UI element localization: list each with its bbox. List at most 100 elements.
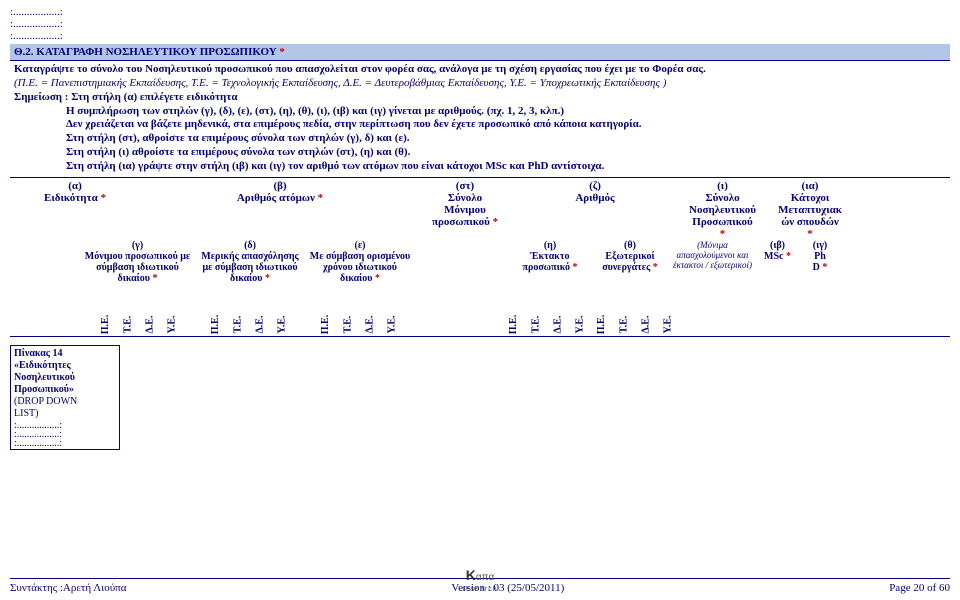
sub-ig-lbl: (ιγ) — [813, 240, 827, 251]
rot-pe-2-t: Π.Ε. — [210, 315, 221, 334]
col-ia: (ια) Κάτοχοι Μεταπτυχιακ ών σπουδών * — [765, 180, 855, 240]
col-ia-t1: Κάτοχοι — [791, 192, 830, 204]
sub-e-txt: Με σύμβαση ορισμένου χρόνου ιδιωτικού δι… — [310, 251, 410, 284]
dropdown-table-box: Πίνακας 14 «Ειδικότητες Νοσηλευτικού Προ… — [10, 345, 120, 450]
rot-de-1-t: Δ.Ε. — [144, 316, 155, 334]
column-headers-row: (α) Ειδικότητα * (β) Αριθμός ατόμων * (σ… — [10, 180, 950, 240]
col-b: (β) Αριθμός ατόμων * — [140, 180, 420, 240]
instr-l1: Καταγράψτε το σύνολο του Νοσηλευτικού πρ… — [14, 63, 946, 77]
instr-l4: Η συμπλήρωση των στηλών (γ), (δ), (ε), (… — [14, 105, 946, 119]
sub-ib-ast: * — [786, 251, 791, 262]
sub-d-ast: * — [265, 273, 270, 284]
sub-ib: (ιβ) MSc * — [755, 240, 800, 284]
sub-e: (ε) Με σύμβαση ορισμένου χρόνου ιδιωτικο… — [305, 240, 415, 284]
tbl-dots3: :.................: — [14, 438, 116, 447]
sub-spacer-left — [10, 240, 80, 284]
col-ia-ast: * — [807, 228, 813, 240]
sub-ig-ast: * — [822, 262, 827, 273]
dots-top: :.................: :.................: … — [10, 6, 950, 42]
footer-right: Page 20 of 60 — [889, 582, 950, 594]
sub-g-ast: * — [152, 273, 157, 284]
dots-2: :.................: — [10, 18, 950, 30]
instructions-block: Καταγράψτε το σύνολο του Νοσηλευτικού πρ… — [10, 60, 950, 178]
sub-note: (Μόνιμα απασχολούμενοι και έκτακτοι / εξ… — [670, 240, 755, 284]
rot-de-3: Δ.Ε. — [359, 319, 381, 330]
rot-pe-5: Π.Ε. — [591, 319, 613, 330]
rot-pe-3-t: Π.Ε. — [320, 315, 331, 334]
sub-spacer-st — [415, 240, 510, 284]
sub-ib-lbl: (ιβ) — [770, 240, 785, 251]
col-a-txt: Ειδικότητα — [44, 192, 100, 204]
col-ia-t3: ών σπουδών — [781, 216, 839, 228]
logo-k: Κ — [466, 567, 476, 583]
sub-th: (θ) Εξωτερικοί συνεργάτες * — [590, 240, 670, 284]
instr-l2: (Π.Ε. = Πανεπιστημιακής Εκπαίδευσης, Τ.Ε… — [14, 77, 946, 91]
rot-te-2-t: Τ.Ε. — [232, 316, 243, 334]
sub-g-lbl: (γ) — [132, 240, 143, 251]
rot-ye-5-t: Υ.Ε. — [662, 316, 673, 334]
sub-h: (η) Έκτακτο προσωπικό * — [510, 240, 590, 284]
rot-ye-1: Υ.Ε. — [161, 319, 183, 330]
rot-de-5-t: Δ.Ε. — [640, 316, 651, 334]
col-z: (ζ) Αριθμός — [510, 180, 680, 240]
sub-note-txt: (Μόνιμα απασχολούμενοι και έκτακτοι / εξ… — [672, 240, 753, 270]
rot-ye-3-t: Υ.Ε. — [386, 316, 397, 334]
section-title-ast: * — [279, 46, 285, 58]
tbl-dots1: :.................: — [14, 420, 116, 429]
col-ia-t2: Μεταπτυχιακ — [778, 204, 842, 216]
col-st-t1: Σύνολο — [448, 192, 482, 204]
col-a-lbl: (α) — [68, 180, 81, 192]
sub-h-txt: Έκτακτο προσωπικό — [523, 251, 573, 273]
col-st-lbl: (στ) — [456, 180, 474, 192]
sub-ig: (ιγ) Ph D * — [800, 240, 840, 284]
rot-ye-2-t: Υ.Ε. — [276, 316, 287, 334]
footer-left: Συντάκτης :Αρετή Λιούπα — [10, 582, 126, 594]
sub-g: (γ) Μόνιμου προσωπικού με σύμβαση ιδιωτι… — [80, 240, 195, 284]
rot-pe-4-t: Π.Ε. — [508, 315, 519, 334]
col-i-t2: Νοσηλευτικού — [689, 204, 756, 216]
sub-th-txt: Εξωτερικοί συνεργάτες — [602, 251, 654, 273]
logo-sub: research — [462, 586, 497, 593]
rot-te-3: Τ.Ε. — [337, 319, 359, 330]
dots-3: :.................: — [10, 30, 950, 42]
rot-de-4-t: Δ.Ε. — [552, 316, 563, 334]
col-b-ast: * — [318, 192, 324, 204]
tbl-l2: «Ειδικότητες — [14, 360, 116, 372]
sub-d-lbl: (δ) — [244, 240, 256, 251]
sub-ig-t1: Ph — [814, 251, 826, 262]
rot-pe-1: Π.Ε. — [95, 319, 117, 330]
rot-te-1-t: Τ.Ε. — [122, 316, 133, 334]
col-b-txt: Αριθμός ατόμων — [237, 192, 318, 204]
sub-headers-row: (γ) Μόνιμου προσωπικού με σύμβαση ιδιωτι… — [10, 240, 950, 284]
col-i-ast: * — [720, 228, 726, 240]
rot-te-4-t: Τ.Ε. — [530, 316, 541, 334]
tbl-l6: LIST) — [14, 408, 116, 420]
rot-de-2-t: Δ.Ε. — [254, 316, 265, 334]
rot-te-5-t: Τ.Ε. — [618, 316, 629, 334]
sub-th-lbl: (θ) — [624, 240, 636, 251]
col-st-ast: * — [493, 216, 499, 228]
rot-pe-2: Π.Ε. — [205, 319, 227, 330]
rot-pe-4: Π.Ε. — [503, 319, 525, 330]
rot-te-4: Τ.Ε. — [525, 319, 547, 330]
tbl-l4: Προσωπικού» — [14, 384, 116, 396]
rot-de-2: Δ.Ε. — [249, 319, 271, 330]
instr-l7: Στη στήλη (ι) αθροίστε τα επιμέρους σύνο… — [14, 146, 946, 160]
tbl-dots2: :.................: — [14, 429, 116, 438]
sub-ib-txt: MSc — [764, 251, 786, 262]
sub-e-lbl: (ε) — [355, 240, 366, 251]
rot-pe-5-t: Π.Ε. — [596, 315, 607, 334]
sub-ig-t2: D — [813, 262, 823, 273]
sub-d: (δ) Μερικής απασχόλησης με σύμβαση ιδιωτ… — [195, 240, 305, 284]
rot-te-3-t: Τ.Ε. — [342, 316, 353, 334]
rot-te-1: Τ.Ε. — [117, 319, 139, 330]
col-z-txt: Αριθμός — [575, 192, 614, 204]
col-a: (α) Ειδικότητα * — [10, 180, 140, 240]
tbl-l3: Νοσηλευτικού — [14, 372, 116, 384]
col-i: (ι) Σύνολο Νοσηλευτικού Προσωπικού * — [680, 180, 765, 240]
rotated-labels-row: Π.Ε. Τ.Ε. Δ.Ε. Υ.Ε. Π.Ε. Τ.Ε. Δ.Ε. Υ.Ε. … — [10, 290, 950, 330]
rot-te-2: Τ.Ε. — [227, 319, 249, 330]
rot-de-4: Δ.Ε. — [547, 319, 569, 330]
sub-th-ast: * — [653, 262, 658, 273]
instr-l6: Στη στήλη (στ), αθροίστε τα επιμέρους σύ… — [14, 132, 946, 146]
